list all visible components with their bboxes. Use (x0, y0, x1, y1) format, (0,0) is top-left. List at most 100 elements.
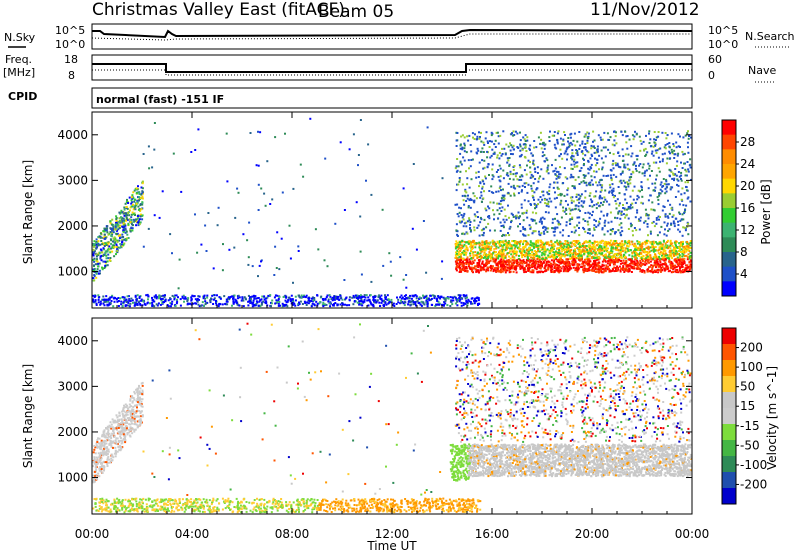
noise-panel-frame (91, 23, 693, 50)
range-cell (574, 255, 577, 257)
range-cell (104, 300, 107, 303)
range-cell (687, 146, 689, 149)
range-cell (587, 267, 590, 270)
range-cell (93, 243, 96, 246)
range-cell (614, 194, 616, 197)
range-cell (585, 240, 588, 243)
range-cell (571, 256, 574, 259)
range-cell (534, 267, 537, 270)
range-cell (97, 298, 100, 301)
range-cell (581, 152, 584, 155)
range-cell (678, 266, 681, 269)
range-cell (583, 176, 586, 179)
range-cell (209, 299, 212, 302)
range-cell (461, 220, 463, 223)
range-cell (585, 184, 588, 187)
range-cell (548, 243, 551, 246)
range-cell (99, 257, 102, 260)
range-cell (92, 299, 95, 302)
range-cell (675, 174, 678, 177)
range-cell (666, 215, 669, 218)
range-cell (489, 246, 492, 249)
range-cell (203, 304, 205, 307)
range-cell (666, 257, 669, 260)
range-cell (465, 267, 467, 270)
range-cell (529, 249, 532, 252)
range-cell (646, 270, 649, 273)
range-cell (554, 266, 557, 269)
range-cell (111, 227, 114, 230)
range-cell (521, 246, 524, 249)
range-cell (351, 296, 354, 299)
range-cell (487, 205, 489, 208)
range-cell (502, 130, 505, 133)
range-cell (663, 221, 666, 224)
range-cell (631, 257, 633, 260)
range-cell (372, 299, 375, 301)
range-cell (92, 277, 95, 280)
range-cell (659, 270, 662, 273)
range-cell (516, 242, 519, 245)
range-cell (641, 249, 644, 252)
range-cell (662, 262, 665, 265)
range-cell (598, 270, 601, 273)
range-cell (112, 231, 115, 234)
range-cell (663, 263, 666, 266)
range-cell (490, 134, 493, 137)
range-cell (522, 259, 525, 262)
range-cell (612, 246, 615, 249)
range-cell (664, 228, 666, 231)
range-cell (547, 260, 550, 263)
range-cell (270, 305, 272, 308)
range-cell (683, 251, 686, 254)
range-cell (469, 144, 472, 146)
range-cell (520, 203, 523, 206)
range-cell (418, 297, 421, 300)
range-cell (573, 163, 576, 166)
range-cell (689, 256, 692, 259)
range-cell (464, 261, 467, 264)
range-cell (677, 171, 680, 173)
range-cell (637, 255, 640, 257)
range-cell (517, 192, 520, 195)
range-cell (568, 252, 571, 255)
range-cell (494, 269, 497, 272)
range-cell (550, 267, 553, 270)
range-cell (593, 257, 595, 260)
range-cell (684, 181, 687, 184)
range-cell (634, 264, 637, 267)
range-cell (97, 254, 100, 257)
range-cell (366, 299, 369, 302)
range-cell (487, 142, 489, 144)
range-cell (485, 209, 488, 212)
range-cell (658, 253, 661, 256)
range-cell (255, 300, 258, 303)
range-cell (654, 186, 657, 189)
range-cell (682, 226, 685, 229)
range-cell (540, 138, 543, 141)
range-cell (247, 294, 250, 297)
range-cell (540, 265, 543, 268)
range-cell (508, 164, 511, 167)
range-cell (605, 255, 608, 258)
range-cell (121, 233, 124, 236)
range-cell (456, 183, 458, 186)
range-cell (617, 258, 620, 261)
range-cell (535, 206, 538, 209)
range-cell (456, 259, 458, 262)
range-cell (97, 296, 100, 299)
range-cell (502, 268, 505, 271)
range-cell (685, 268, 688, 271)
range-cell (604, 267, 607, 270)
range-cell (197, 295, 200, 298)
range-cell (566, 248, 569, 251)
range-cell (512, 270, 515, 273)
range-cell (653, 131, 656, 133)
range-cell (680, 241, 683, 244)
range-cell (608, 253, 611, 256)
range-cell (465, 191, 468, 194)
range-cell (684, 270, 687, 273)
range-cell (550, 255, 553, 258)
range-cell (670, 170, 673, 173)
range-cell (410, 303, 413, 306)
